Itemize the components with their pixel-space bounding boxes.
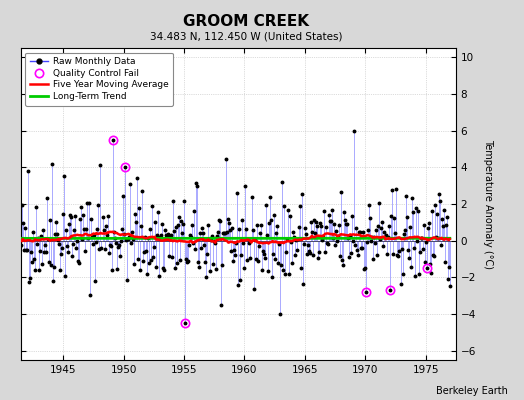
Text: GROOM CREEK: GROOM CREEK — [183, 14, 309, 29]
Y-axis label: Temperature Anomaly (°C): Temperature Anomaly (°C) — [483, 139, 493, 269]
Legend: Raw Monthly Data, Quality Control Fail, Five Year Moving Average, Long-Term Tren: Raw Monthly Data, Quality Control Fail, … — [26, 52, 173, 106]
Text: Berkeley Earth: Berkeley Earth — [436, 386, 508, 396]
Text: 34.483 N, 112.450 W (United States): 34.483 N, 112.450 W (United States) — [150, 31, 343, 41]
